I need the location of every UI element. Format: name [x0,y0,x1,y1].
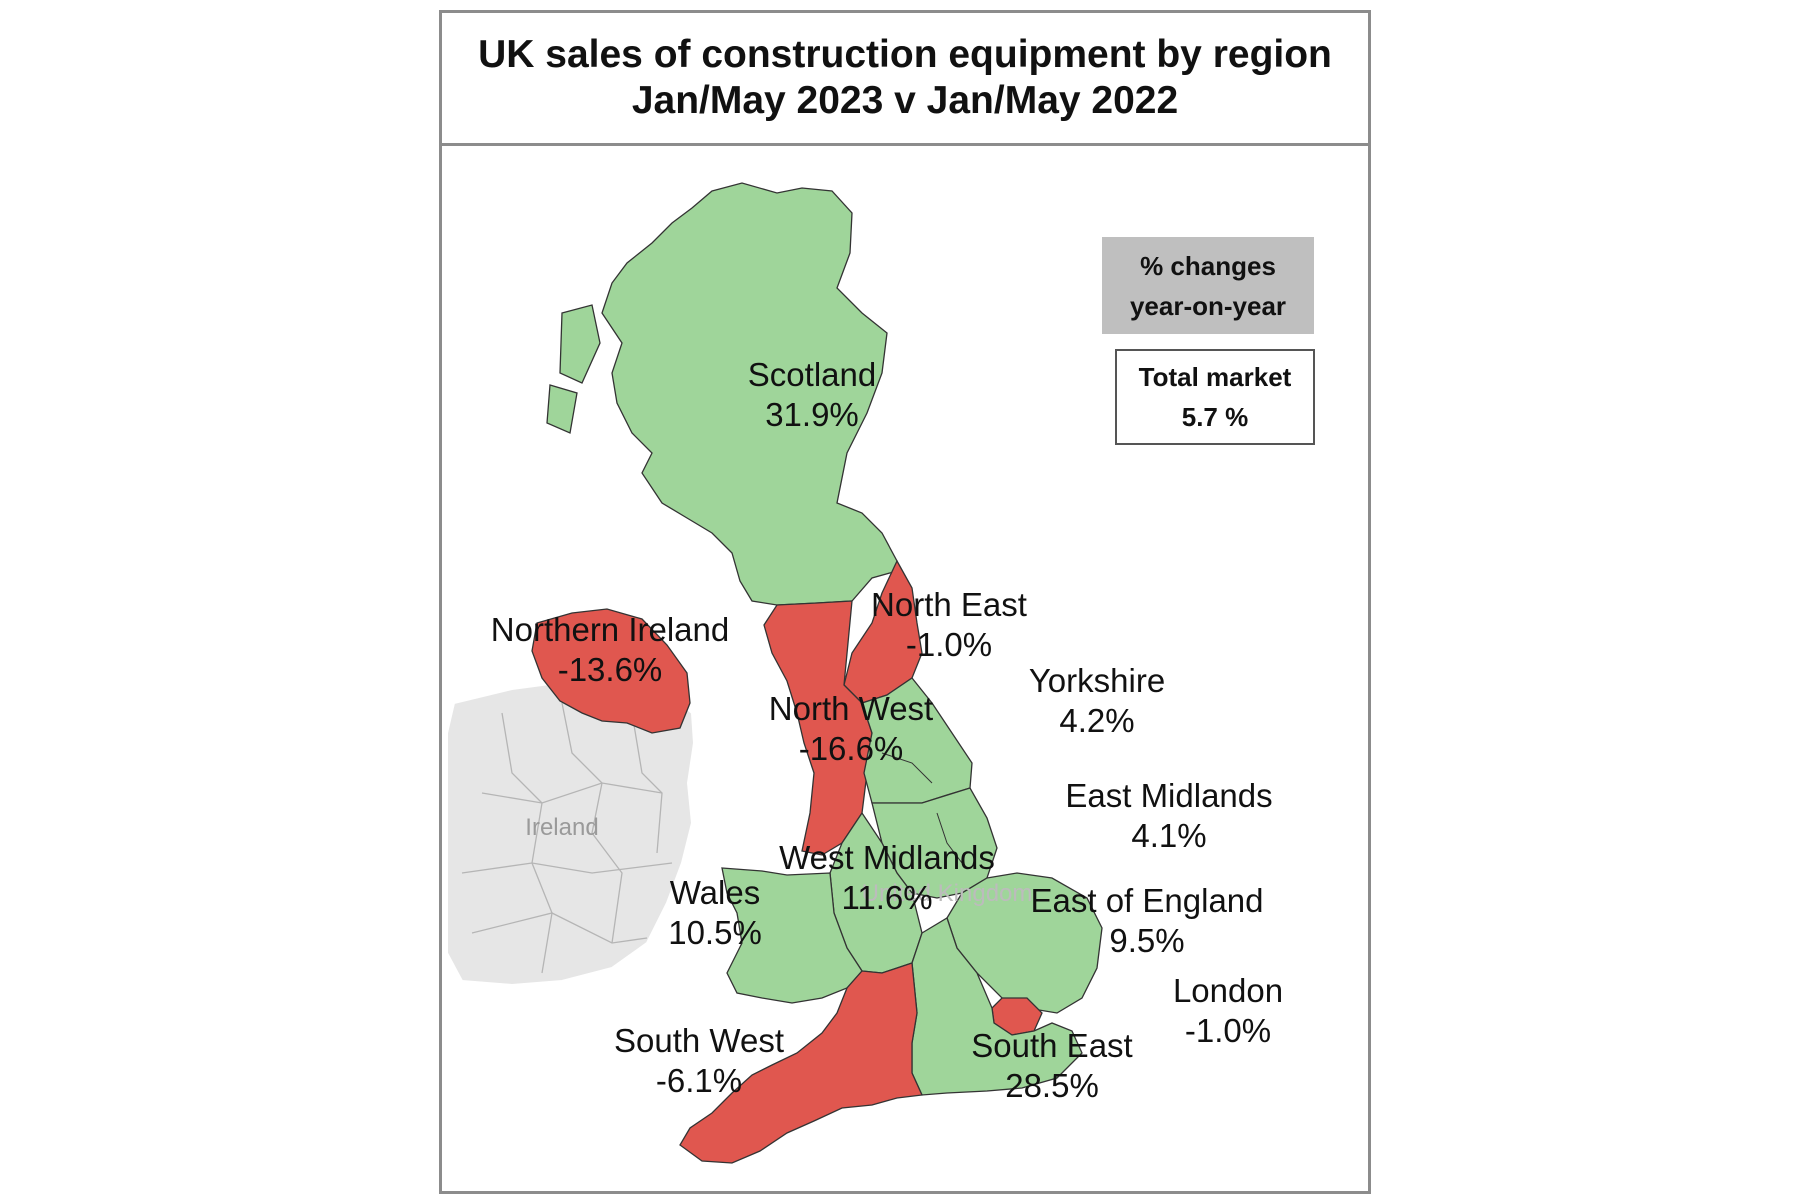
total-market-label: Total market [1138,362,1292,392]
region-south-west [679,962,923,1164]
region-scotland-isle-2 [546,384,578,434]
label-yorkshire: Yorkshire 4.2% [1029,661,1165,741]
label-east-midlands-name: East Midlands [1065,777,1273,814]
total-market-box: Total market 5.7 % [1115,349,1315,445]
label-yorkshire-change: 4.2% [1059,702,1135,739]
label-london-change: -1.0% [1184,1012,1272,1049]
map-frame: UK sales of construction equipment by re… [439,10,1371,1194]
ireland-county-borders [461,702,673,974]
label-northern-ireland-name: Northern Ireland [490,611,730,648]
region-scotland-isles [559,304,601,384]
region-detail-borders [881,752,963,864]
label-north-west-change: -16.6% [798,730,904,767]
ireland-label: Ireland [525,814,598,841]
label-north-east-name: North East [871,586,1027,623]
label-south-west-change: -6.1% [655,1062,743,1099]
label-northern-ireland: Northern Ireland -13.6% [491,610,729,690]
label-south-east-name: South East [971,1027,1133,1064]
region-wales [721,867,863,1004]
total-market-value: 5.7 % [1181,402,1249,432]
region-north-west [763,600,873,856]
label-london: London -1.0% [1173,971,1283,1051]
uk-basemap-label: United Kingdom [862,880,1033,907]
label-east-midlands-change: 4.1% [1131,817,1207,854]
label-wales-name: Wales [669,874,761,911]
label-scotland-name: Scotland [747,356,877,393]
title-line-2: Jan/May 2023 v Jan/May 2022 [631,79,1179,122]
legend-line-1: % changes [1140,250,1276,281]
label-wales-change: 10.5% [668,914,762,951]
label-london-name: London [1172,972,1284,1009]
legend-line-2: year-on-year [1129,290,1287,321]
label-yorkshire-name: Yorkshire [1028,662,1166,699]
label-east-of-england-name: East of England [1030,882,1264,919]
label-scotland: Scotland 31.9% [748,355,876,435]
label-north-west-name: North West [768,690,934,727]
region-northern-ireland [531,608,691,734]
label-west-midlands-change: 11.6% [841,879,933,916]
title-box: UK sales of construction equipment by re… [442,13,1368,146]
label-north-east-change: -1.0% [905,626,993,663]
label-scotland-change: 31.9% [765,396,859,433]
label-south-west: South West -6.1% [614,1021,784,1101]
label-northern-ireland-change: -13.6% [557,651,663,688]
legend-box: % changes year-on-year [1102,237,1314,334]
label-east-of-england-change: 9.5% [1109,922,1185,959]
label-east-of-england: East of England 9.5% [1031,881,1264,961]
label-west-midlands-name: West Midlands [779,839,995,876]
label-east-midlands: East Midlands 4.1% [1065,776,1272,856]
label-south-west-name: South West [614,1022,784,1059]
label-west-midlands: West Midlands 11.6% [779,838,995,918]
uk-basemap-label-text: United Kingdom [862,880,1033,907]
label-south-east-change: 28.5% [1005,1067,1099,1104]
label-wales: Wales 10.5% [668,873,762,953]
label-north-east: North East -1.0% [871,585,1027,665]
label-south-east: South East 28.5% [971,1026,1132,1106]
label-north-west: North West -16.6% [769,689,933,769]
title-line-1: UK sales of construction equipment by re… [478,33,1332,76]
uk-region-map: Ireland [446,182,1103,1164]
